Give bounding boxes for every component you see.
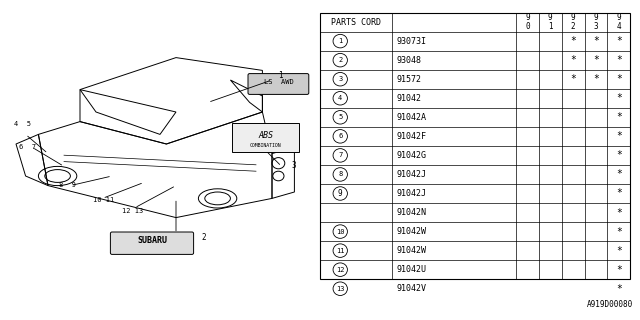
Text: 91042A: 91042A	[397, 113, 427, 122]
Text: 91042N: 91042N	[397, 208, 427, 217]
Text: *: *	[593, 55, 599, 65]
Text: 9
3: 9 3	[594, 13, 598, 31]
Text: 93048: 93048	[397, 56, 422, 65]
Text: 9
0: 9 0	[525, 13, 530, 31]
Text: *: *	[616, 227, 621, 236]
Text: 11: 11	[336, 248, 344, 254]
Text: 1: 1	[278, 71, 283, 80]
Text: 91042U: 91042U	[397, 265, 427, 274]
Text: 91042W: 91042W	[397, 246, 427, 255]
Text: 12 13: 12 13	[122, 208, 143, 214]
Text: 2: 2	[338, 57, 342, 63]
Text: 91042J: 91042J	[397, 170, 427, 179]
Text: 9
4: 9 4	[616, 13, 621, 31]
Text: 91042V: 91042V	[397, 284, 427, 293]
Text: 2: 2	[202, 233, 206, 242]
Text: 91042G: 91042G	[397, 151, 427, 160]
Text: *: *	[616, 93, 621, 103]
Text: ABS: ABS	[258, 131, 273, 140]
Text: COMBINATION: COMBINATION	[250, 143, 282, 148]
Text: *: *	[593, 36, 599, 46]
Text: 8  9: 8 9	[60, 182, 76, 188]
Text: 1: 1	[338, 38, 342, 44]
Text: 91042J: 91042J	[397, 189, 427, 198]
Text: *: *	[616, 246, 621, 256]
FancyBboxPatch shape	[248, 74, 309, 94]
Text: *: *	[570, 55, 576, 65]
Text: 12: 12	[336, 267, 344, 273]
Text: 91042F: 91042F	[397, 132, 427, 141]
Text: *: *	[616, 112, 621, 122]
Text: 7: 7	[338, 152, 342, 158]
Text: *: *	[593, 74, 599, 84]
Text: *: *	[616, 284, 621, 294]
FancyBboxPatch shape	[111, 232, 194, 254]
Bar	[320, 12, 630, 279]
FancyBboxPatch shape	[232, 123, 300, 152]
Text: *: *	[616, 55, 621, 65]
Text: A919D00080: A919D00080	[588, 300, 634, 309]
Text: *: *	[570, 36, 576, 46]
Text: *: *	[616, 208, 621, 218]
Text: *: *	[616, 74, 621, 84]
Text: *: *	[616, 169, 621, 180]
Text: *: *	[616, 188, 621, 198]
Text: 6: 6	[338, 133, 342, 139]
Text: 9
2: 9 2	[571, 13, 575, 31]
Text: 91042W: 91042W	[397, 227, 427, 236]
Text: 93073I: 93073I	[397, 36, 427, 46]
Text: *: *	[616, 131, 621, 141]
Text: *: *	[570, 74, 576, 84]
Text: 13: 13	[336, 286, 344, 292]
Text: 9: 9	[338, 189, 342, 198]
Text: SUBARU: SUBARU	[137, 236, 167, 245]
Text: 10: 10	[336, 228, 344, 235]
Text: 4: 4	[338, 95, 342, 101]
Text: 9
1: 9 1	[548, 13, 552, 31]
Text: 5: 5	[338, 114, 342, 120]
Text: 91042: 91042	[397, 94, 422, 103]
Text: 6  7: 6 7	[19, 144, 36, 150]
Text: *: *	[616, 36, 621, 46]
Text: LS  AWD: LS AWD	[264, 79, 293, 85]
Text: PARTS CORD: PARTS CORD	[331, 18, 381, 27]
Text: 3: 3	[291, 161, 296, 170]
Text: 3: 3	[338, 76, 342, 82]
Text: 8: 8	[338, 172, 342, 177]
Text: 10 11: 10 11	[93, 196, 114, 203]
Text: *: *	[616, 150, 621, 160]
Text: 91572: 91572	[397, 75, 422, 84]
Text: *: *	[616, 265, 621, 275]
Text: 4  5: 4 5	[15, 121, 31, 127]
